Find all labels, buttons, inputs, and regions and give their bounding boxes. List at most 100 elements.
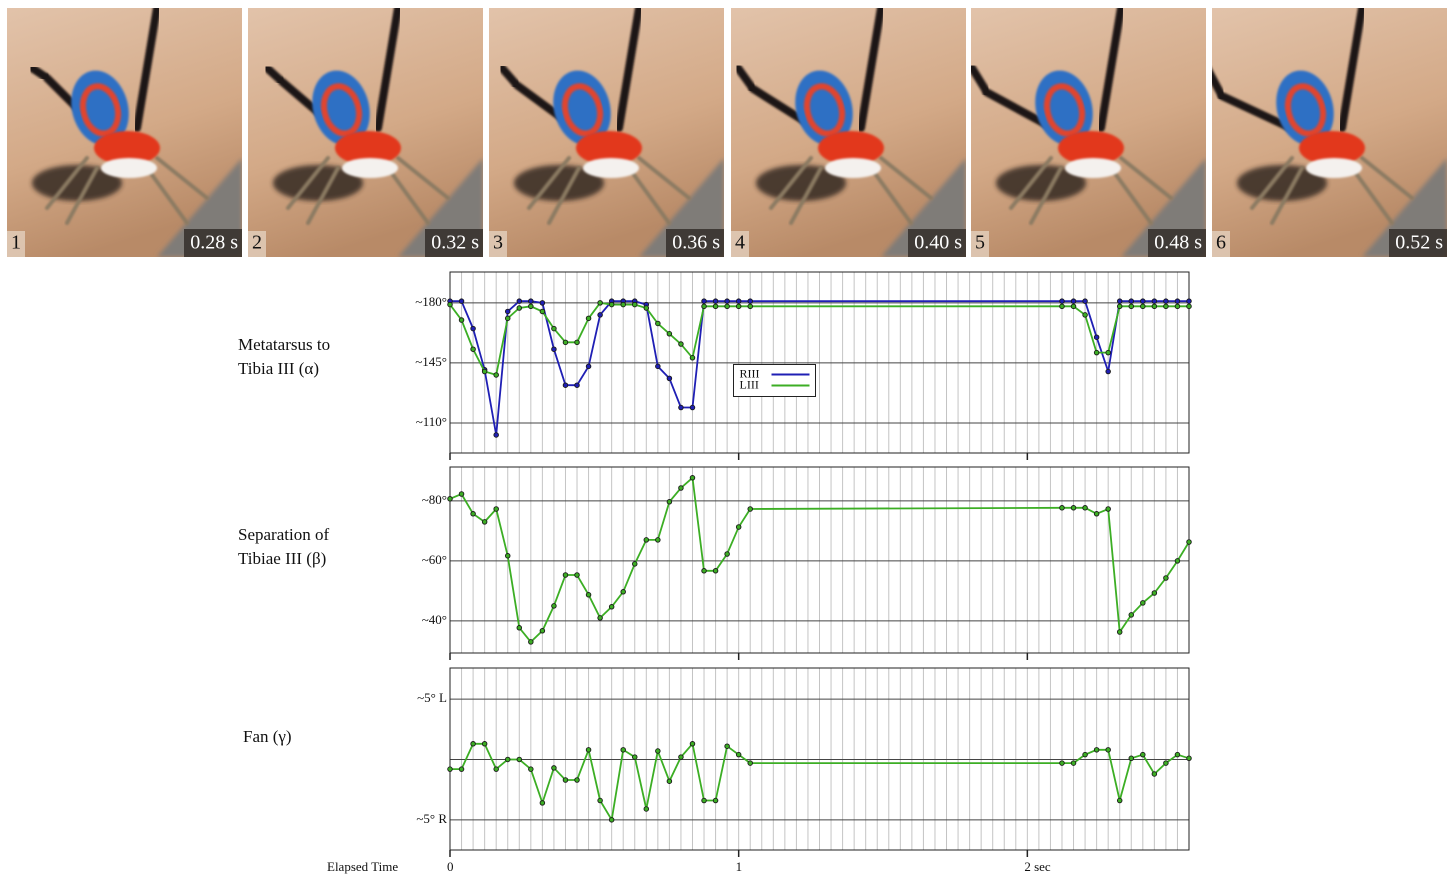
- data-point: [448, 302, 453, 307]
- photo: [731, 8, 966, 257]
- frame-number: 6: [1216, 232, 1226, 254]
- data-point: [1152, 772, 1157, 777]
- data-point: [713, 299, 718, 304]
- data-point: [1141, 752, 1146, 757]
- data-point: [1094, 335, 1099, 340]
- data-point: [459, 767, 464, 772]
- data-point: [575, 778, 580, 783]
- data-point: [482, 520, 487, 525]
- data-point: [586, 316, 591, 321]
- data-point: [1187, 540, 1192, 545]
- y-tick-label: ~180°: [415, 294, 447, 309]
- data-point: [598, 616, 603, 621]
- row-label: Separation of: [238, 525, 329, 544]
- data-point: [1083, 313, 1088, 318]
- data-point: [471, 326, 476, 331]
- data-point: [632, 755, 637, 760]
- data-point: [713, 798, 718, 803]
- data-point: [644, 306, 649, 311]
- data-point: [609, 818, 614, 823]
- data-point: [494, 507, 499, 512]
- face-band: [825, 158, 881, 178]
- frame-number: 5: [975, 232, 985, 254]
- photo-frame: 20.32 s: [248, 8, 483, 257]
- data-point: [667, 376, 672, 381]
- data-point: [540, 309, 545, 314]
- data-point: [1117, 304, 1122, 309]
- data-point: [725, 304, 730, 309]
- data-point: [563, 778, 568, 783]
- data-point: [644, 538, 649, 543]
- data-point: [725, 299, 730, 304]
- data-point: [540, 801, 545, 806]
- data-point: [1106, 369, 1111, 374]
- data-point: [725, 744, 730, 749]
- row-label: Tibiae III (β): [238, 549, 326, 568]
- data-point: [1129, 613, 1134, 618]
- data-point: [748, 507, 753, 512]
- y-tick-label: ~110°: [416, 414, 447, 429]
- data-point: [690, 476, 695, 481]
- y-tick-label: ~60°: [422, 552, 447, 567]
- data-point: [656, 321, 661, 326]
- photo: [489, 8, 724, 257]
- data-point: [1175, 752, 1180, 757]
- face-band: [1065, 158, 1121, 178]
- photo-frame: 5 0.48 s: [971, 8, 1206, 257]
- y-tick-label: ~80°: [422, 492, 447, 507]
- data-point: [586, 593, 591, 598]
- data-point: [609, 605, 614, 610]
- data-point: [517, 626, 522, 631]
- data-point: [1187, 304, 1192, 309]
- data-point: [471, 741, 476, 746]
- data-point: [748, 304, 753, 309]
- figure: 10.28 s20.32 s30.36 s40.40 s50.48 s60.52…: [0, 0, 1453, 876]
- data-point: [1187, 756, 1192, 761]
- data-point: [667, 331, 672, 336]
- frame-time: 0.28 s: [190, 232, 238, 254]
- data-point: [656, 538, 661, 543]
- data-point: [598, 301, 603, 306]
- data-point: [552, 347, 557, 352]
- frame-number: 4: [735, 232, 745, 254]
- data-point: [702, 569, 707, 574]
- data-point: [690, 741, 695, 746]
- data-point: [1152, 304, 1157, 309]
- data-point: [448, 767, 453, 772]
- data-point: [1060, 761, 1065, 766]
- x-tick-label: 0: [447, 859, 454, 874]
- frame-time: 0.40 s: [914, 232, 962, 254]
- frame-number: 2: [252, 232, 262, 254]
- data-point: [1094, 512, 1099, 517]
- data-point: [1141, 299, 1146, 304]
- data-point: [448, 497, 453, 502]
- frame-time: 0.52 s: [1395, 232, 1443, 254]
- data-point: [575, 340, 580, 345]
- data-point: [1164, 761, 1169, 766]
- data-point: [505, 309, 510, 314]
- data-point: [725, 552, 730, 557]
- x-tick-label: 2 sec: [1024, 859, 1051, 874]
- data-point: [482, 741, 487, 746]
- frame-number: 1: [11, 232, 21, 254]
- data-point: [505, 757, 510, 762]
- data-point: [529, 299, 534, 304]
- data-point: [702, 299, 707, 304]
- data-point: [1129, 304, 1134, 309]
- data-point: [1106, 748, 1111, 753]
- data-point: [621, 302, 626, 307]
- photo-frame: 1 0.28 s: [7, 8, 242, 257]
- data-point: [517, 299, 522, 304]
- data-point: [494, 767, 499, 772]
- data-point: [736, 525, 741, 530]
- data-point: [494, 373, 499, 378]
- frame-time: 0.48 s: [1154, 232, 1202, 254]
- data-point: [702, 304, 707, 309]
- data-point: [1094, 350, 1099, 355]
- data-point: [575, 573, 580, 578]
- data-point: [644, 807, 649, 812]
- data-point: [1083, 299, 1088, 304]
- data-point: [552, 766, 557, 771]
- data-point: [1175, 559, 1180, 564]
- data-point: [667, 500, 672, 505]
